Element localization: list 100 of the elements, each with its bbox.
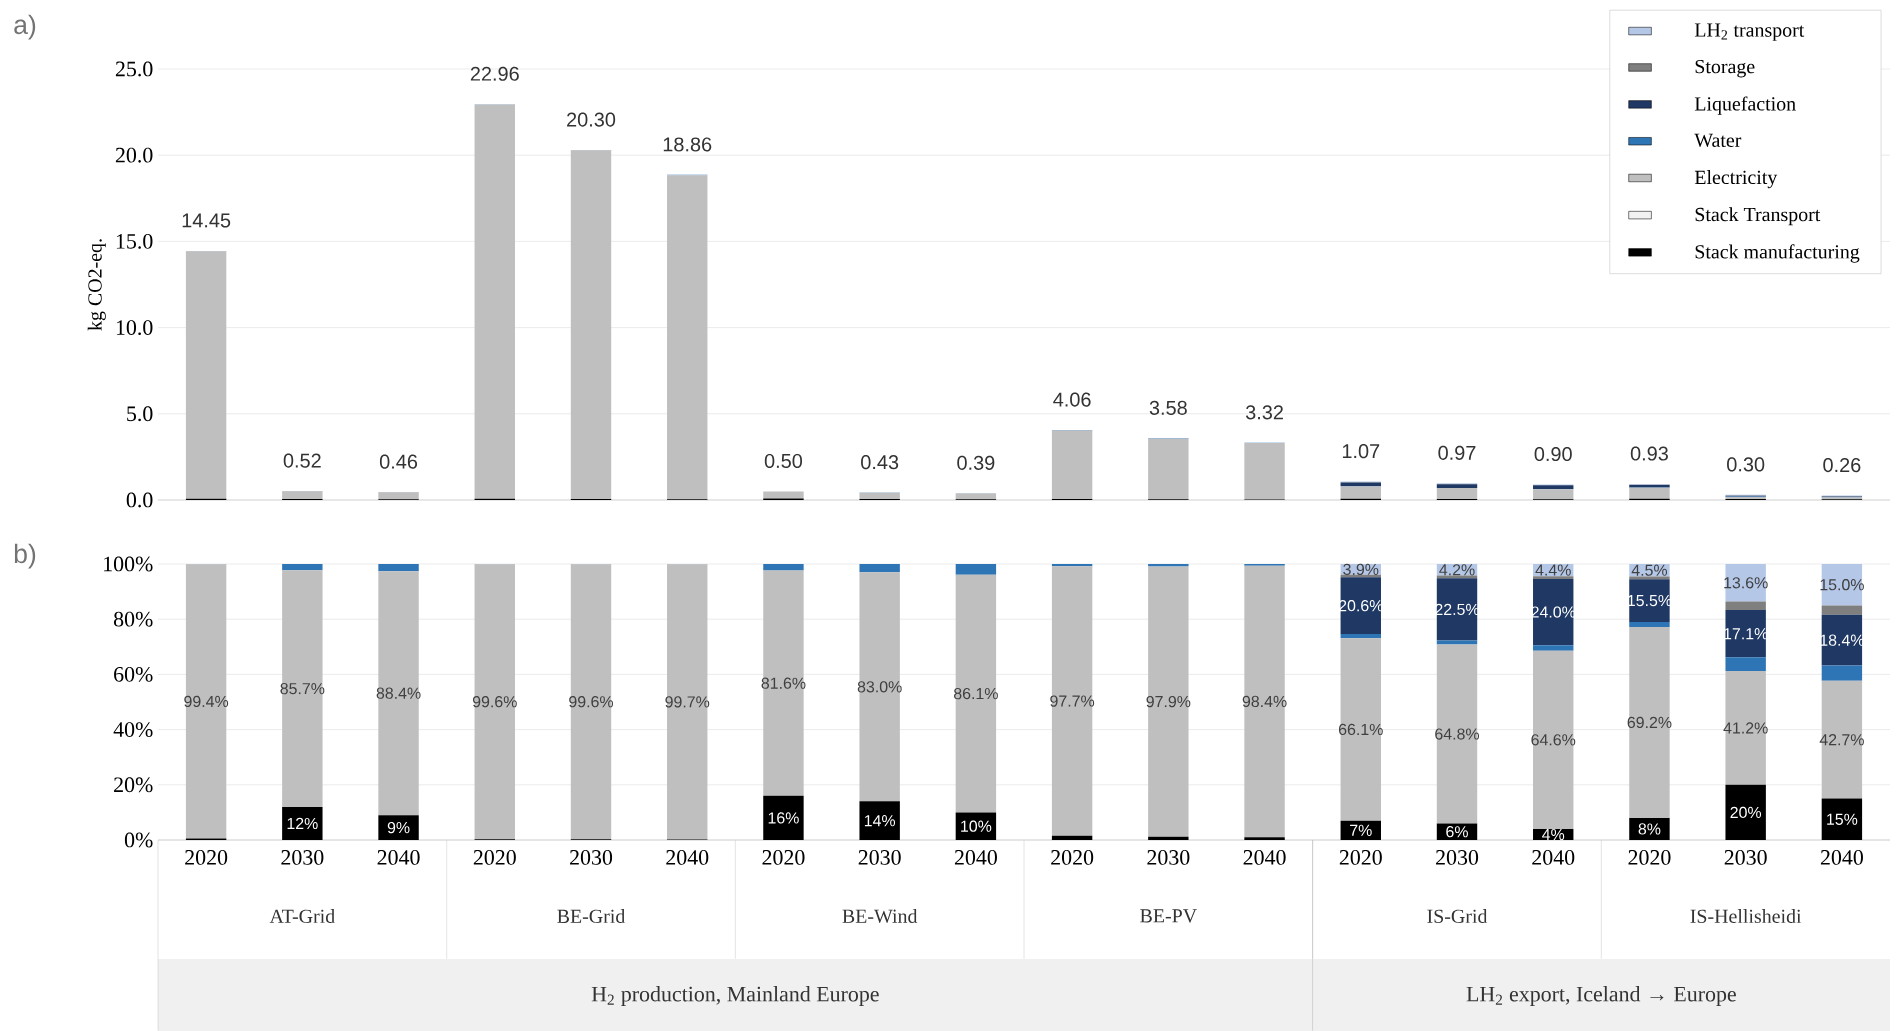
data-label: 16% (768, 812, 799, 824)
legend-label: Electricity (1694, 170, 1778, 189)
data-label: 3.9% (1343, 563, 1379, 576)
total-label: 14.45 (182, 213, 231, 228)
x-tick-label: 2040 (1532, 850, 1575, 865)
data-label: 6% (1446, 826, 1468, 838)
total-label: 0.93 (1630, 446, 1668, 461)
y-tick-label: 80% (113, 611, 153, 627)
total-label: 0.52 (283, 453, 321, 468)
text: BE-Grid (557, 909, 626, 923)
data-label: 99.6% (472, 696, 517, 708)
data-label: 4% (1542, 828, 1565, 841)
total-label: 0.43 (861, 455, 899, 470)
data-label: 88.4% (376, 687, 421, 699)
data-label: 10% (961, 820, 992, 832)
x-tick-label: 2040 (954, 850, 997, 865)
total-label: 1.07 (1342, 444, 1380, 459)
total-label: 0.46 (379, 454, 418, 469)
x-tick-label: 2040 (1820, 850, 1863, 865)
total-label: 0.30 (1727, 457, 1765, 472)
y-tick-label: 40% (113, 722, 153, 738)
data-label: 85.7% (280, 682, 325, 695)
data-label: 99.4% (184, 695, 229, 708)
data-label: 66.1% (1339, 723, 1383, 736)
y-tick-label: 25.0 (115, 61, 153, 77)
text: AT-Grid (269, 909, 335, 923)
legend-label: Storage (1695, 59, 1755, 78)
x-tick-label: 2020 (1051, 850, 1094, 865)
y-axis-title: kg CO2-eq. (87, 239, 106, 331)
total-label: 4.06 (1053, 392, 1091, 407)
legend-label: Water (1694, 133, 1742, 148)
x-tick-label: 2030 (1147, 850, 1190, 865)
y-tick-label: 15.0 (116, 233, 153, 249)
total-label: 20.30 (567, 112, 616, 127)
total-label: 3.58 (1149, 400, 1187, 415)
x-tick-label: 2020 (762, 850, 805, 865)
y-tick-label: 5.0 (127, 406, 153, 422)
y-tick-label: 20.0 (115, 147, 153, 163)
x-tick-label: 2030 (570, 850, 613, 865)
text: IS-Hellisheidi (1690, 909, 1802, 923)
data-label: 97.9% (1146, 695, 1191, 708)
data-label: 64.8% (1435, 728, 1480, 740)
text: H$_{2}$ production, Mainland Europe (591, 986, 879, 1006)
legend-label: Stack Transport (1695, 207, 1821, 226)
text: BE-Wind (842, 908, 918, 924)
total-label: 0.97 (1438, 445, 1476, 460)
x-tick-label: 2030 (1436, 850, 1479, 865)
data-label: 83.0% (857, 681, 902, 693)
total-label: 0.50 (764, 453, 803, 469)
y-tick-label: 10.0 (116, 320, 153, 336)
data-label: 15% (1827, 813, 1858, 825)
data-label: 41.2% (1723, 722, 1768, 734)
y-tick-label: 0.0 (126, 492, 153, 508)
data-label: 69.2% (1627, 716, 1672, 729)
data-label: 9% (387, 821, 410, 834)
total-label: 0.26 (1823, 458, 1861, 473)
data-label: 99.6% (569, 696, 614, 708)
x-tick-label: 2030 (281, 850, 324, 865)
y-tick-label: 20% (114, 777, 153, 793)
data-label: 64.6% (1531, 734, 1576, 746)
chart-title: b) (14, 543, 36, 569)
x-tick-label: 2020 (185, 850, 228, 865)
data-label: 8% (1638, 823, 1661, 835)
data-label: 98.4% (1242, 695, 1287, 708)
data-label: 15.0% (1820, 579, 1864, 591)
total-label: 22.96 (470, 66, 519, 81)
data-label: 20% (1730, 806, 1762, 819)
data-label: 81.6% (761, 677, 806, 689)
data-label: 97.7% (1050, 695, 1095, 707)
x-tick-label: 2020 (1628, 850, 1671, 865)
data-label: 14% (864, 815, 896, 827)
text: LH$_{2}$ export, Iceland → Europe (1466, 986, 1736, 1006)
y-tick-label: 0% (124, 832, 153, 848)
y-tick-label: 60% (114, 666, 153, 682)
data-label: 4.2% (1439, 564, 1475, 576)
data-label: 7% (1350, 824, 1372, 836)
total-label: 0.39 (957, 455, 995, 470)
text: IS-Grid (1427, 909, 1488, 923)
data-label: 86.1% (953, 687, 998, 700)
total-label: 0.90 (1534, 447, 1572, 462)
legend-label: LH$_{2}$ transport (1694, 23, 1805, 41)
data-label: 4.5% (1631, 564, 1668, 576)
y-tick-label: 100% (104, 556, 153, 572)
data-label: 99.7% (665, 696, 710, 708)
x-tick-label: 2030 (858, 850, 901, 865)
x-tick-label: 2040 (1243, 850, 1286, 865)
x-tick-label: 2020 (1339, 850, 1382, 865)
data-label: 4.4% (1535, 564, 1571, 576)
text: BE-PV (1140, 909, 1197, 923)
legend-label: Liquefaction (1694, 96, 1796, 115)
total-label: 18.86 (663, 137, 712, 152)
data-label: 12% (287, 817, 318, 830)
x-tick-label: 2020 (473, 850, 516, 865)
total-label: 3.32 (1245, 405, 1283, 420)
data-label: 42.7% (1819, 734, 1864, 746)
x-tick-label: 2030 (1724, 850, 1767, 865)
chart-title: a) (14, 14, 36, 40)
data-label: 13.6% (1724, 577, 1768, 589)
x-tick-label: 2040 (666, 850, 709, 865)
x-tick-label: 2040 (377, 850, 420, 865)
